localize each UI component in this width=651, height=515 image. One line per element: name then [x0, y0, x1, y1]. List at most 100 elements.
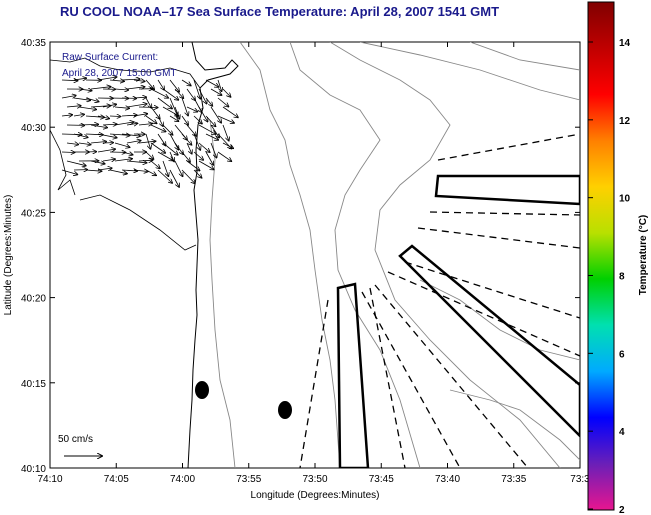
survey-box-south	[336, 282, 370, 468]
current-vector	[193, 151, 203, 160]
current-vector	[174, 88, 183, 98]
current-vector	[157, 169, 172, 183]
current-vector	[97, 116, 109, 119]
current-vector	[169, 133, 179, 150]
current-vector	[138, 141, 156, 143]
current-vector	[169, 169, 179, 187]
legend-line-1: Raw Surface Current:	[62, 52, 158, 63]
current-vector	[193, 169, 202, 178]
current-vector	[198, 88, 207, 104]
current-vector	[181, 169, 195, 183]
x-tick-label: 74:00	[170, 474, 195, 485]
colorbar-tick-label: 8	[619, 272, 625, 283]
y-axis-label: Latitude (Degrees:Minutes)	[3, 195, 14, 316]
current-vector	[205, 133, 218, 140]
current-vector	[90, 160, 105, 164]
current-vector	[205, 151, 213, 165]
colorbar-tick-label: 10	[619, 194, 631, 205]
x-tick-label: 73:50	[302, 474, 327, 485]
current-vector	[217, 151, 231, 161]
current-vector	[78, 89, 92, 91]
current-vector	[97, 149, 115, 153]
survey-boxes	[336, 174, 580, 468]
current-vector	[205, 115, 216, 126]
current-vector	[193, 115, 202, 124]
current-vector	[186, 160, 200, 171]
y-axis-ticks: 40:35 40:30 40:25 40:20 40:15 40:10	[21, 38, 580, 475]
current-vector	[150, 160, 160, 168]
current-vector	[109, 116, 121, 117]
y-tick-label: 40:15	[21, 379, 46, 390]
colorbar	[587, 1, 615, 511]
current-vector	[162, 142, 178, 155]
y-tick-label: 40:30	[21, 123, 46, 134]
current-vector	[114, 159, 132, 161]
y-tick-label: 40:20	[21, 294, 46, 305]
current-vector	[66, 143, 78, 145]
x-tick-label: 73:40	[435, 474, 460, 485]
current-vector	[61, 152, 75, 153]
current-vector	[102, 124, 117, 125]
current-vector	[205, 97, 212, 106]
current-vector	[114, 122, 134, 126]
current-vector	[97, 168, 112, 170]
survey-lines	[299, 133, 580, 468]
colorbar-tick-label: 14	[619, 38, 631, 49]
colorbar-tick-label: 12	[619, 116, 631, 127]
current-vector	[150, 142, 165, 153]
plot-area	[50, 42, 580, 468]
current-vector	[114, 142, 130, 147]
current-vector	[138, 124, 152, 125]
x-tick-label: 74:05	[104, 474, 129, 485]
current-vector	[133, 170, 148, 172]
current-vector	[145, 97, 151, 108]
current-vector	[181, 151, 190, 162]
current-vector	[181, 115, 188, 125]
x-tick-label: 73:3	[570, 474, 590, 485]
current-vector	[145, 169, 156, 175]
inland-shore	[50, 57, 201, 251]
current-vector	[157, 79, 164, 90]
current-vector	[90, 142, 106, 144]
current-vector	[126, 104, 147, 108]
current-vector	[162, 160, 168, 176]
x-tick-label: 73:45	[369, 474, 394, 485]
current-vector	[121, 152, 133, 155]
current-vector	[121, 134, 140, 136]
current-vector	[138, 107, 158, 108]
y-tick-label: 40:10	[21, 464, 46, 475]
x-tick-label: 73:55	[236, 474, 261, 485]
current-vector	[181, 97, 188, 116]
current-vector	[78, 143, 91, 145]
survey-box-north	[434, 174, 580, 206]
map-title: RU COOL NOAA–17 Sea Surface Temperature:…	[60, 4, 500, 19]
current-vector	[210, 142, 217, 158]
current-vector	[121, 115, 137, 116]
current-vector	[198, 124, 216, 134]
current-vector	[114, 89, 128, 90]
current-vector	[169, 79, 179, 92]
x-tick-label: 73:35	[501, 474, 526, 485]
current-vector	[181, 79, 191, 86]
current-vector	[157, 115, 163, 126]
current-vector	[174, 106, 180, 119]
current-vector	[217, 115, 234, 123]
current-vector	[186, 106, 198, 112]
current-vector	[169, 115, 179, 121]
current-vector	[102, 159, 115, 161]
current-vector	[222, 106, 238, 117]
current-vector	[198, 160, 214, 170]
current-vector	[145, 133, 151, 149]
current-vector	[90, 125, 107, 128]
current-vector	[126, 141, 141, 144]
current-vector	[66, 160, 86, 166]
current-vector	[61, 115, 72, 116]
buoy-marker-east	[278, 401, 292, 419]
current-vector	[73, 78, 86, 80]
current-vector	[126, 123, 138, 125]
survey-box-east	[398, 244, 580, 438]
current-vector	[210, 88, 222, 95]
current-vector	[61, 80, 78, 81]
current-vector	[222, 142, 233, 148]
current-vector	[169, 151, 174, 162]
